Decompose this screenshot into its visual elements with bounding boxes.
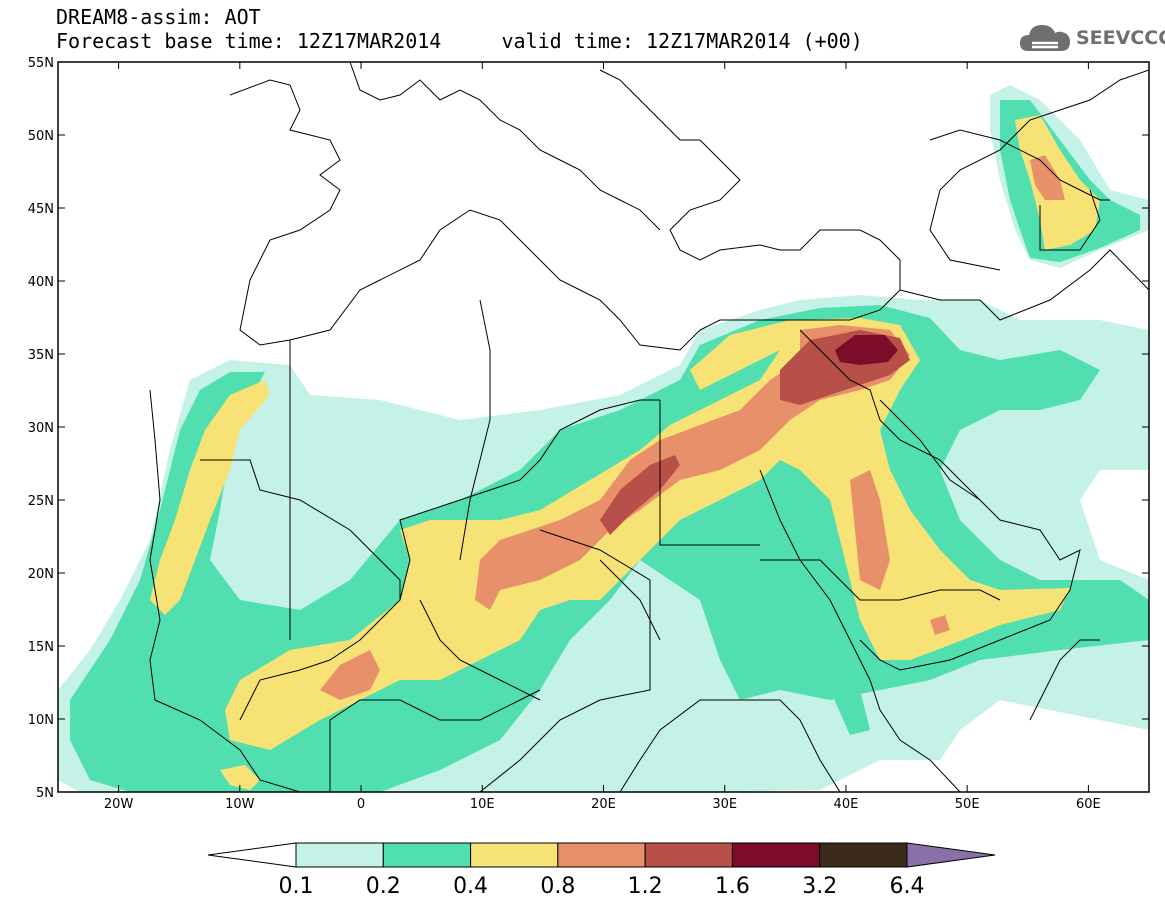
colorbar-label: 1.6 [715,874,750,899]
colorbar-box [820,843,907,867]
colorbar-label: 6.4 [890,874,925,899]
colorbar-box [558,843,645,867]
colorbar-box [732,843,819,867]
colorbar-over-triangle [907,843,995,867]
colorbar-label: 0.2 [366,874,401,899]
colorbar-label: 0.8 [540,874,575,899]
colorbar-label: 0.4 [453,874,488,899]
colorbar-box [645,843,732,867]
colorbar-box [471,843,558,867]
colorbar-label: 0.1 [279,874,314,899]
colorbar-under-triangle [208,843,296,867]
colorbar-label: 3.2 [802,874,837,899]
colorbar-box [296,843,383,867]
colorbar-label: 1.2 [628,874,663,899]
colorbar-box [383,843,470,867]
